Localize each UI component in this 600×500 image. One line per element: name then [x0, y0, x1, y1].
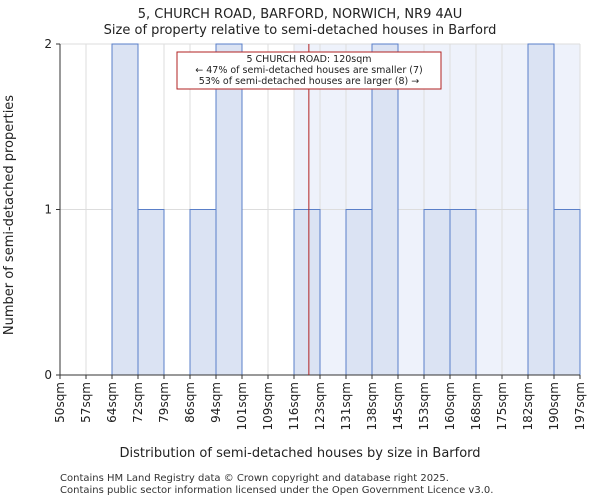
x-tick-label: 116sqm — [287, 382, 301, 430]
annotation-text: 53% of semi-detached houses are larger (… — [199, 76, 419, 87]
bar — [111, 43, 139, 376]
bar — [553, 209, 581, 376]
bar — [371, 43, 399, 376]
footer-copyright: Contains HM Land Registry data © Crown c… — [60, 473, 449, 484]
bar — [215, 43, 243, 376]
x-tick-label: 145sqm — [391, 382, 405, 430]
bar — [527, 43, 555, 376]
x-tick-label: 168sqm — [469, 382, 483, 430]
bar — [293, 209, 321, 376]
footer-licence: Contains public sector information licen… — [60, 485, 494, 496]
x-tick-label: 86sqm — [183, 382, 197, 423]
bar — [345, 209, 373, 376]
x-tick-label: 182sqm — [521, 382, 535, 430]
y-tick-label: 2 — [44, 37, 52, 51]
annotation-text: ← 47% of semi-detached houses are smalle… — [195, 65, 423, 76]
x-tick-label: 101sqm — [235, 382, 249, 430]
annotation-text: 5 CHURCH ROAD: 120sqm — [246, 54, 371, 65]
x-tick-label: 197sqm — [573, 382, 587, 430]
x-tick-label: 50sqm — [53, 382, 67, 423]
bar — [137, 209, 165, 376]
x-tick-label: 153sqm — [417, 382, 431, 430]
x-tick-label: 131sqm — [339, 382, 353, 430]
annotation-box — [176, 51, 442, 90]
x-tick-label: 190sqm — [547, 382, 561, 430]
y-tick-label: 1 — [44, 203, 52, 217]
x-tick-label: 94sqm — [209, 382, 223, 423]
plot-area: 0 1 2 50sqm 57sqm 64sqm 72sqm 79sqm 86sqm 94sqm 10… — [44, 37, 587, 430]
bar — [423, 209, 451, 376]
y-axis-label: Number of semi-detached properties — [2, 95, 17, 335]
x-tick-label: 109sqm — [261, 382, 275, 430]
x-tick-label: 72sqm — [131, 382, 145, 423]
x-tick-label: 64sqm — [105, 382, 119, 423]
chart-subtitle: Size of property relative to semi-detach… — [104, 23, 497, 38]
x-tick-label: 175sqm — [495, 382, 509, 430]
x-tick-label: 138sqm — [365, 382, 379, 430]
x-tick-label: 160sqm — [443, 382, 457, 430]
bar — [189, 209, 217, 376]
x-tick-label: 123sqm — [313, 382, 327, 430]
x-tick-label: 79sqm — [157, 382, 171, 423]
x-tick-label: 57sqm — [79, 382, 93, 423]
bar — [449, 209, 477, 376]
chart-title: 5, CHURCH ROAD, BARFORD, NORWICH, NR9 4A… — [138, 7, 462, 22]
y-tick-label: 0 — [44, 368, 52, 382]
x-axis-label: Distribution of semi-detached houses by … — [119, 446, 480, 461]
